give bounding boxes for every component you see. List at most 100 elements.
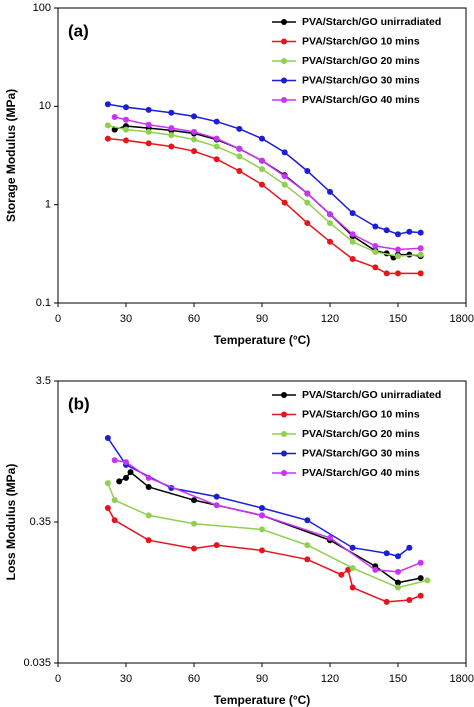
data-point <box>327 238 333 245</box>
data-point <box>191 148 197 155</box>
legend-marker <box>281 392 287 398</box>
legend-label: PVA/Starch/GO 40 mins <box>302 94 420 106</box>
data-point <box>372 242 379 249</box>
legend-label: PVA/Starch/GO 10 mins <box>302 408 420 420</box>
data-point <box>417 251 424 258</box>
data-point <box>417 270 424 277</box>
data-point <box>259 135 265 142</box>
x-tick-label: 90 <box>256 673 268 685</box>
data-point <box>213 493 220 500</box>
data-point <box>349 210 356 217</box>
data-point <box>111 126 118 133</box>
data-point <box>123 116 129 123</box>
data-point <box>417 245 424 252</box>
data-point <box>191 520 197 527</box>
x-tick-label: 0 <box>55 313 61 325</box>
data-point <box>259 512 265 519</box>
data-point <box>338 571 345 578</box>
y-tick-label: 1 <box>45 199 51 211</box>
data-point <box>406 544 413 551</box>
data-point <box>424 577 431 584</box>
data-point <box>145 512 152 519</box>
data-point <box>372 264 379 271</box>
data-point <box>395 231 401 238</box>
data-point <box>372 566 379 573</box>
data-point <box>281 199 288 206</box>
data-point <box>259 526 265 533</box>
data-point <box>213 542 220 549</box>
legend-marker <box>281 97 287 103</box>
legend-marker <box>281 470 287 476</box>
y-tick-label: 0.35 <box>30 516 51 528</box>
data-point <box>304 220 311 227</box>
legend-label: PVA/Starch/GO 30 mins <box>302 74 420 86</box>
data-point <box>327 220 333 227</box>
y-tick-label: 0.1 <box>36 297 51 309</box>
data-point <box>383 227 390 234</box>
data-point <box>259 504 265 511</box>
data-point <box>236 153 243 160</box>
legend-marker <box>281 450 287 457</box>
data-point <box>145 121 152 128</box>
panel-label: (a) <box>68 21 89 40</box>
data-point <box>281 149 288 156</box>
legend-label: PVA/Starch/GO unirradiated <box>302 16 441 28</box>
y-tick-label: 100 <box>33 2 51 14</box>
x-tick-label: 30 <box>120 313 132 325</box>
data-point <box>104 135 111 142</box>
data-point <box>395 246 401 253</box>
data-point <box>145 537 152 544</box>
data-point <box>213 143 220 150</box>
data-point <box>123 126 129 133</box>
plot-frame <box>57 7 467 304</box>
x-axis-label: Temperature (°C) <box>214 693 311 707</box>
data-point <box>259 181 265 188</box>
data-point <box>145 128 152 135</box>
y-tick-label: 0.035 <box>23 657 51 669</box>
data-point <box>236 167 243 174</box>
plot-frame <box>57 380 467 664</box>
x-tick-label: 120 <box>321 673 339 685</box>
data-point <box>145 483 152 490</box>
data-point <box>191 136 197 143</box>
data-point <box>145 474 152 481</box>
data-point <box>213 502 220 509</box>
data-point <box>104 434 111 441</box>
data-point <box>406 228 413 235</box>
data-point <box>304 542 311 549</box>
data-point <box>111 457 118 464</box>
x-tick-label: 30 <box>120 673 132 685</box>
data-point <box>304 167 311 174</box>
y-tick-label: 3.5 <box>36 375 51 387</box>
data-point <box>304 190 311 197</box>
data-point <box>349 256 356 263</box>
legend-label: PVA/Starch/GO unirradiated <box>302 389 441 401</box>
x-tick-label: 150 <box>389 313 407 325</box>
x-tick-label: 1800 <box>450 673 474 685</box>
data-point <box>281 181 288 188</box>
data-point <box>259 547 265 554</box>
y-axis-label: Storage Modulus (MPa) <box>4 89 18 222</box>
data-point <box>145 140 152 147</box>
data-point <box>383 550 390 557</box>
data-point <box>116 478 123 485</box>
data-point <box>104 504 111 511</box>
legend-label: PVA/Starch/GO 20 mins <box>302 55 420 67</box>
series-line <box>107 482 428 589</box>
data-point <box>395 579 401 586</box>
data-point <box>372 249 379 256</box>
data-point <box>104 122 111 129</box>
data-point <box>395 568 401 575</box>
x-tick-label: 150 <box>389 673 407 685</box>
legend-marker <box>281 19 287 25</box>
legend-marker <box>281 411 287 418</box>
data-point <box>123 104 129 111</box>
data-point <box>406 596 413 603</box>
x-tick-label: 60 <box>188 673 200 685</box>
x-tick-label: 120 <box>321 313 339 325</box>
data-point <box>259 157 265 164</box>
data-point <box>395 253 401 260</box>
data-point <box>168 132 175 139</box>
x-axis-label: Temperature (°C) <box>214 333 311 347</box>
